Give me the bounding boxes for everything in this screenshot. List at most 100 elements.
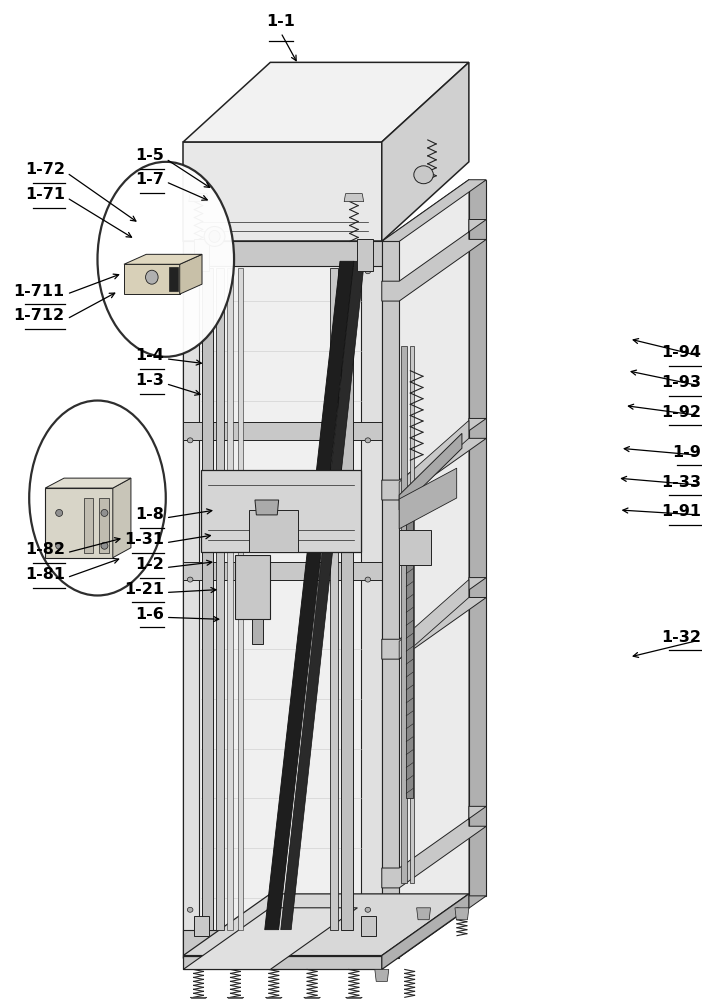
Polygon shape [382,894,469,969]
Polygon shape [382,418,486,500]
Polygon shape [382,806,486,888]
Polygon shape [417,908,430,920]
Polygon shape [183,562,382,580]
Polygon shape [382,180,469,958]
Polygon shape [280,261,364,930]
Polygon shape [45,488,112,558]
Polygon shape [180,254,202,294]
Polygon shape [399,433,462,510]
Ellipse shape [365,438,370,443]
Ellipse shape [365,577,370,582]
Text: 1-2: 1-2 [136,557,165,572]
Polygon shape [169,267,179,291]
Circle shape [98,162,234,357]
Text: 1-3: 1-3 [136,373,165,388]
Polygon shape [455,908,469,920]
Text: 1-32: 1-32 [661,630,701,645]
Polygon shape [357,239,373,271]
Text: 1-92: 1-92 [661,405,701,420]
Polygon shape [399,420,469,500]
Polygon shape [45,478,131,488]
FancyBboxPatch shape [401,346,407,883]
Text: 1-33: 1-33 [661,475,701,490]
Text: 1-8: 1-8 [136,507,165,522]
Polygon shape [200,470,361,552]
Ellipse shape [188,269,193,274]
Polygon shape [189,194,208,202]
Polygon shape [183,62,469,142]
Polygon shape [375,969,389,981]
Polygon shape [183,241,199,958]
Ellipse shape [414,166,433,184]
Text: 1-5: 1-5 [136,148,165,163]
Polygon shape [382,62,469,241]
Text: 1-31: 1-31 [124,532,165,547]
Polygon shape [252,619,264,644]
Ellipse shape [209,230,220,242]
Text: 1-82: 1-82 [25,542,65,557]
Polygon shape [399,580,469,659]
Text: 1-711: 1-711 [13,284,65,299]
FancyBboxPatch shape [202,268,213,930]
Text: 1-21: 1-21 [124,582,165,597]
FancyBboxPatch shape [216,268,224,930]
Circle shape [30,401,166,595]
Text: 1-9: 1-9 [672,445,701,460]
Polygon shape [193,239,209,271]
Text: 1-93: 1-93 [661,375,701,390]
Polygon shape [112,478,131,558]
Polygon shape [193,916,209,936]
FancyBboxPatch shape [99,498,109,553]
Ellipse shape [204,226,225,246]
Ellipse shape [188,577,193,582]
Text: 1-81: 1-81 [25,567,65,582]
Ellipse shape [188,438,193,443]
FancyBboxPatch shape [84,498,93,553]
Ellipse shape [56,542,63,549]
Polygon shape [183,422,382,440]
Polygon shape [183,241,382,958]
Ellipse shape [365,907,370,912]
FancyBboxPatch shape [227,268,233,930]
Polygon shape [382,578,486,659]
Polygon shape [382,220,486,301]
FancyBboxPatch shape [238,268,243,930]
Polygon shape [361,916,376,936]
FancyBboxPatch shape [406,520,413,798]
Polygon shape [124,264,180,294]
Ellipse shape [188,907,193,912]
FancyBboxPatch shape [342,268,352,930]
Text: 1-1: 1-1 [266,14,295,29]
Polygon shape [183,241,382,266]
Text: 1-91: 1-91 [661,504,701,519]
Text: 1-72: 1-72 [25,162,65,177]
Text: 1-4: 1-4 [136,348,165,363]
Text: 1-94: 1-94 [661,345,701,360]
Ellipse shape [101,509,108,516]
Polygon shape [399,180,469,958]
Ellipse shape [56,509,63,516]
Text: 1-71: 1-71 [25,187,65,202]
Polygon shape [183,956,382,969]
Ellipse shape [101,542,108,549]
Polygon shape [255,500,278,515]
Text: 1-712: 1-712 [13,308,65,323]
Polygon shape [469,180,486,896]
Polygon shape [344,194,363,202]
Polygon shape [382,896,486,958]
Text: 1-7: 1-7 [136,172,165,187]
Polygon shape [250,510,298,552]
FancyBboxPatch shape [410,346,414,883]
Polygon shape [124,254,202,264]
Polygon shape [183,908,357,969]
Polygon shape [236,555,270,619]
Ellipse shape [146,270,158,284]
Polygon shape [382,180,486,241]
Text: 1-6: 1-6 [136,607,165,622]
Polygon shape [399,530,430,565]
FancyBboxPatch shape [330,268,338,930]
Polygon shape [382,241,399,958]
Polygon shape [265,261,354,930]
Polygon shape [183,142,382,241]
Polygon shape [399,468,457,529]
